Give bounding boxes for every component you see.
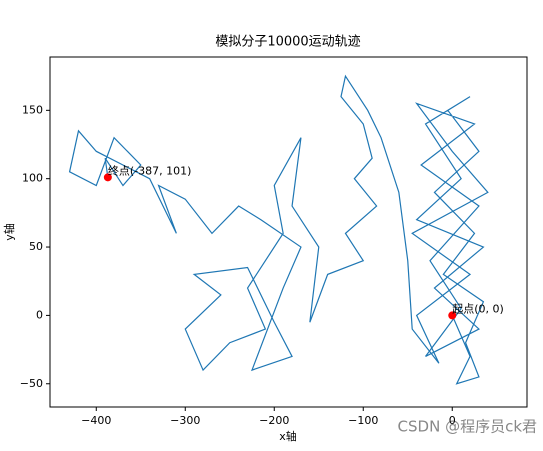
x-tick-label: 0 [449,414,456,427]
annotation-label: 起点(0, 0) [452,302,504,315]
y-tick-label: 100 [22,172,43,185]
trajectory [68,74,489,385]
y-tick-label: 0 [36,308,43,321]
x-axis-label: x轴 [279,429,297,443]
x-tick-label: −400 [81,414,111,427]
y-tick-label: 150 [22,103,43,116]
annotation-point [448,311,457,320]
x-tick-label: −300 [170,414,200,427]
y-tick-label: −50 [20,377,43,390]
annotation-label: 终点(-387, 101) [108,163,192,177]
x-tick-label: −200 [259,414,289,427]
y-axis-label: y轴 [2,223,16,241]
annotation-point [103,173,112,182]
x-tick-label: −100 [348,414,378,427]
watermark: CSDN @程序员ck君 [398,418,537,436]
y-tick-label: 50 [29,240,43,253]
chart-title: 模拟分子10000运动轨迹 [215,35,360,50]
plot-frame [49,56,528,408]
